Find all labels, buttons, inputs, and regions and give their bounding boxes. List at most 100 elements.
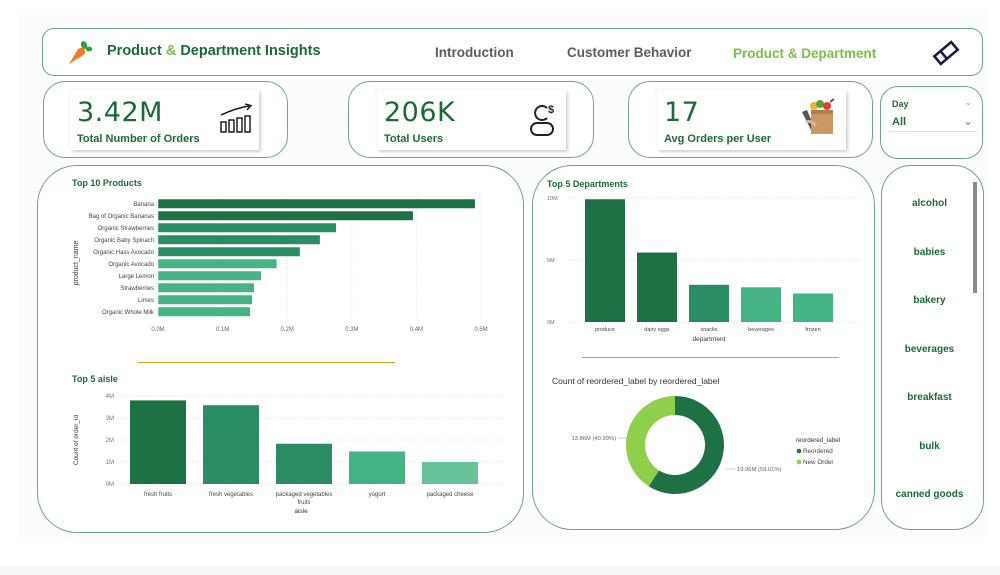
donut-slice-new-order[interactable] xyxy=(626,396,675,487)
kpi-label: Total Users xyxy=(384,133,444,145)
bar-department[interactable] xyxy=(637,252,677,322)
x-tick-label: packaged cheese xyxy=(426,492,474,498)
department-item-canned-goods[interactable]: canned goods xyxy=(895,489,964,500)
department-item-beverages[interactable]: beverages xyxy=(904,343,955,355)
department-item-bakery[interactable]: bakery xyxy=(913,295,946,306)
section-divider xyxy=(582,357,839,358)
scrollbar-thumb[interactable] xyxy=(973,182,977,293)
chart-title-top10-products: Top 10 Products xyxy=(72,178,142,188)
kpi-card-avg-orders: 17 Avg Orders per User xyxy=(628,81,873,158)
bar-product[interactable] xyxy=(157,294,253,305)
grocery-bag-icon xyxy=(802,98,835,134)
y-tick-label: 0M xyxy=(106,482,114,488)
bar-product[interactable] xyxy=(157,198,476,209)
bar-product[interactable] xyxy=(157,246,301,257)
x-tick-label: 0.2M xyxy=(281,327,294,333)
bar-department[interactable] xyxy=(585,199,625,322)
data-label-reordered: 19.96M (59.01%) xyxy=(737,467,782,473)
chevron-down-icon[interactable]: ⌄ xyxy=(964,97,972,107)
bar-product[interactable] xyxy=(157,234,321,245)
x-tick-label: 0.4M xyxy=(410,327,423,333)
bar-product[interactable] xyxy=(157,210,414,221)
legend-title: reordered_label xyxy=(796,437,840,444)
department-item-breakfast[interactable]: breakfast xyxy=(907,392,952,403)
x-tick-label: fresh vegetables xyxy=(209,492,253,498)
bar-department[interactable] xyxy=(793,293,833,322)
growth-bars-icon xyxy=(220,103,253,133)
x-tick-label: fresh fruits xyxy=(144,492,172,498)
bar-product[interactable] xyxy=(157,258,278,269)
department-item-babies[interactable]: babies xyxy=(913,246,946,258)
left-charts-panel: Top 10 Products 0.0M 0.1M 0.2M 0.3M 0.4M 0.5M… xyxy=(37,165,524,533)
x-tick-label: beverages xyxy=(748,327,774,333)
y-tick-label: Organic Hass Avocado xyxy=(93,250,155,256)
top5-aisle-chart: 0M 1M 2M 3M 4M fresh fruits fresh vegetables pa… xyxy=(73,394,503,515)
kpi-value: 3.42M xyxy=(77,97,163,128)
y-axis-title: product_name xyxy=(73,241,80,286)
kpi-value: 206K xyxy=(384,97,456,128)
bar-aisle[interactable] xyxy=(130,400,186,484)
bar-aisle[interactable] xyxy=(203,405,259,484)
x-tick-label: packaged vegetables xyxy=(276,492,333,498)
kpi-card-users: 206K Total Users $ xyxy=(348,81,594,158)
legend-item[interactable]: New Order xyxy=(803,459,833,466)
nav-product-department[interactable]: Product & Department xyxy=(733,46,877,61)
legend-marker xyxy=(796,448,802,454)
legend-item[interactable]: Reordered xyxy=(803,448,833,455)
eraser-icon[interactable] xyxy=(932,40,960,66)
right-charts-panel: Top 5 Departments 0M 5M 10M produce dairy eg… xyxy=(532,165,875,530)
department-item-alcohol[interactable]: alcohol xyxy=(911,198,947,209)
x-tick-label: dairy eggs xyxy=(644,327,670,333)
y-tick-label: 1M xyxy=(106,460,114,466)
y-tick-label: Organic Whole Milk xyxy=(102,310,155,316)
y-tick-label: Banana xyxy=(133,202,154,208)
y-tick-label: Organic Avocado xyxy=(108,262,154,268)
day-selected-value: All xyxy=(892,116,907,128)
app-title: Product & Department Insights xyxy=(107,43,321,59)
nav-customer-behavior[interactable]: Customer Behavior xyxy=(567,45,692,60)
day-slicer: Day ⌄ All ⌄ xyxy=(880,86,983,159)
bar-department[interactable] xyxy=(689,284,729,322)
bar-product[interactable] xyxy=(157,282,255,293)
bar-product[interactable] xyxy=(157,270,262,281)
department-slicer: alcohol babies bakery beverages breakfast bul… xyxy=(881,165,984,530)
bar-aisle[interactable] xyxy=(422,462,478,484)
x-tick-label: frozen xyxy=(805,327,820,333)
bar-product[interactable] xyxy=(157,306,251,317)
chevron-down-icon: ⌄ xyxy=(962,114,973,128)
x-axis-title: aisle xyxy=(294,508,308,515)
legend-marker xyxy=(796,459,802,465)
y-tick-label: 0M xyxy=(547,320,555,326)
day-dropdown[interactable]: All ⌄ xyxy=(889,114,977,132)
y-tick-label: Strawberries xyxy=(120,286,154,292)
y-tick-label: 2M xyxy=(106,438,114,444)
y-axis-title: Count of order_id xyxy=(73,415,80,466)
x-tick-label: 0.1M xyxy=(216,327,229,333)
kpi-label: Total Number of Orders xyxy=(77,133,200,145)
nav-introduction[interactable]: Introduction xyxy=(435,45,514,60)
y-tick-label: Large Lemon xyxy=(119,274,154,280)
kpi-card-orders: 3.42M Total Number of Orders xyxy=(43,81,288,158)
day-slicer-label: Day xyxy=(892,99,909,109)
bar-aisle[interactable] xyxy=(349,451,405,484)
x-tick-label: yogurt xyxy=(369,492,386,498)
bar-product[interactable] xyxy=(157,222,337,233)
x-tick-label: produce xyxy=(595,327,615,333)
donut-slice-reordered[interactable] xyxy=(648,396,724,494)
kpi-label: Avg Orders per User xyxy=(664,133,772,145)
y-tick-label: 10M xyxy=(547,196,558,202)
chart-title-top5-aisle: Top 5 aisle xyxy=(72,374,118,384)
bottom-strip xyxy=(0,566,1000,575)
y-tick-label: Limes xyxy=(138,298,154,304)
x-tick-label: snacks xyxy=(700,327,717,333)
department-item-bulk[interactable]: bulk xyxy=(919,440,940,452)
header-bar: Product & Department Insights Introducti… xyxy=(42,28,983,76)
bar-department[interactable] xyxy=(741,287,781,322)
y-tick-label: 3M xyxy=(106,416,114,422)
user-dollar-icon: $ xyxy=(530,104,554,136)
kpi-box-orders: 3.42M Total Number of Orders xyxy=(70,90,259,150)
kpi-value: 17 xyxy=(664,97,700,128)
x-tick-label: fruits xyxy=(297,500,310,506)
kpi-box-users: 206K Total Users $ xyxy=(377,90,566,150)
bar-aisle[interactable] xyxy=(276,443,332,484)
